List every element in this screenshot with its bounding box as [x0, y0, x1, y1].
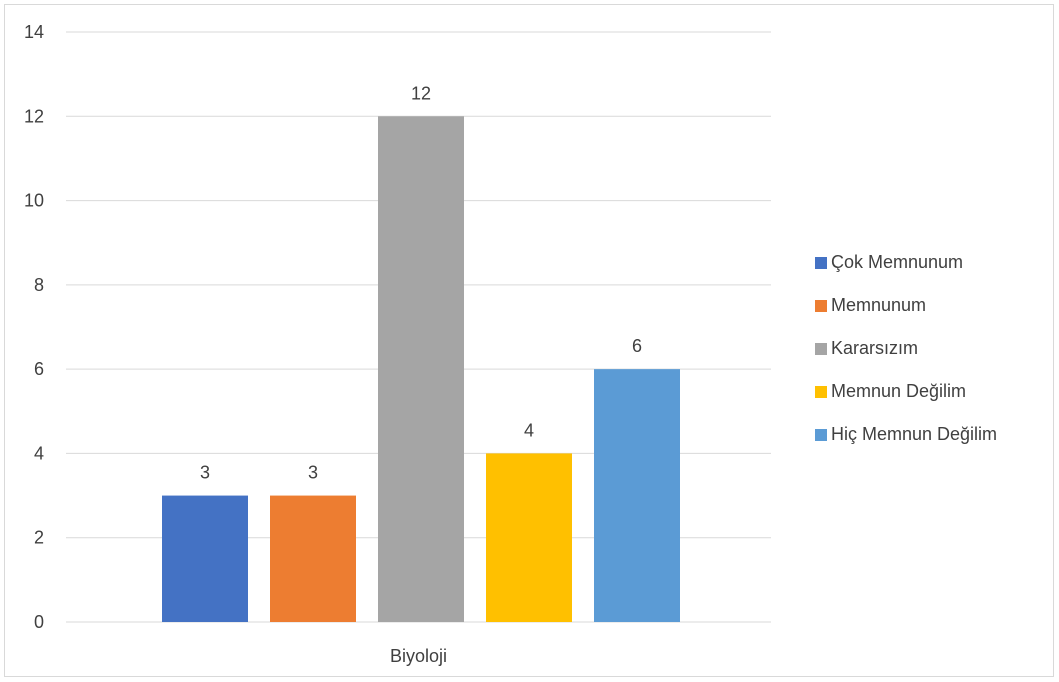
legend-swatch	[815, 256, 827, 269]
bar-4	[486, 453, 572, 622]
data-labels: 3 3 12 4 6	[200, 83, 642, 482]
data-label: 3	[200, 463, 210, 483]
y-tick-label: 6	[34, 359, 44, 379]
legend-label: Memnunum	[831, 295, 927, 315]
bar-1	[162, 495, 248, 622]
bar-2	[270, 495, 356, 622]
legend-label: Çok Memnunum	[831, 252, 964, 272]
y-tick-label: 0	[34, 612, 44, 632]
y-axis-ticks: 0 2 4 6 8 10 12 14	[24, 22, 44, 632]
bar-3	[378, 116, 464, 623]
y-tick-label: 12	[24, 106, 44, 126]
y-tick-label: 14	[24, 22, 44, 42]
legend-item: Kararsızım	[815, 327, 1050, 370]
y-tick-label: 10	[24, 191, 44, 211]
bar-5	[594, 369, 680, 622]
legend-swatch	[815, 428, 827, 441]
data-label: 3	[308, 463, 318, 483]
bars	[162, 116, 680, 623]
y-tick-label: 8	[34, 275, 44, 295]
y-tick-label: 4	[34, 443, 44, 463]
legend-item: Çok Memnunum	[815, 241, 1050, 284]
legend-item: Memnunum	[815, 284, 1050, 327]
data-label: 12	[411, 83, 431, 103]
legend-swatch	[815, 299, 827, 312]
legend-item: Hiç Memnun Değilim	[815, 413, 1050, 456]
legend-swatch	[815, 342, 827, 355]
x-tick-label: Biyoloji	[390, 646, 447, 666]
data-label: 6	[632, 336, 642, 356]
legend-label: Memnun Değilim	[831, 381, 967, 401]
legend-label: Kararsızım	[831, 338, 919, 358]
legend-item: Memnun Değilim	[815, 370, 1050, 413]
x-axis-ticks: Biyoloji	[390, 646, 447, 666]
chart-legend: Çok Memnunum Memnunum Kararsızım Memnun Değ…	[815, 241, 1050, 456]
y-tick-label: 2	[34, 528, 44, 548]
legend-swatch	[815, 385, 827, 398]
legend-label: Hiç Memnun Değilim	[831, 424, 998, 444]
data-label: 4	[524, 420, 534, 440]
